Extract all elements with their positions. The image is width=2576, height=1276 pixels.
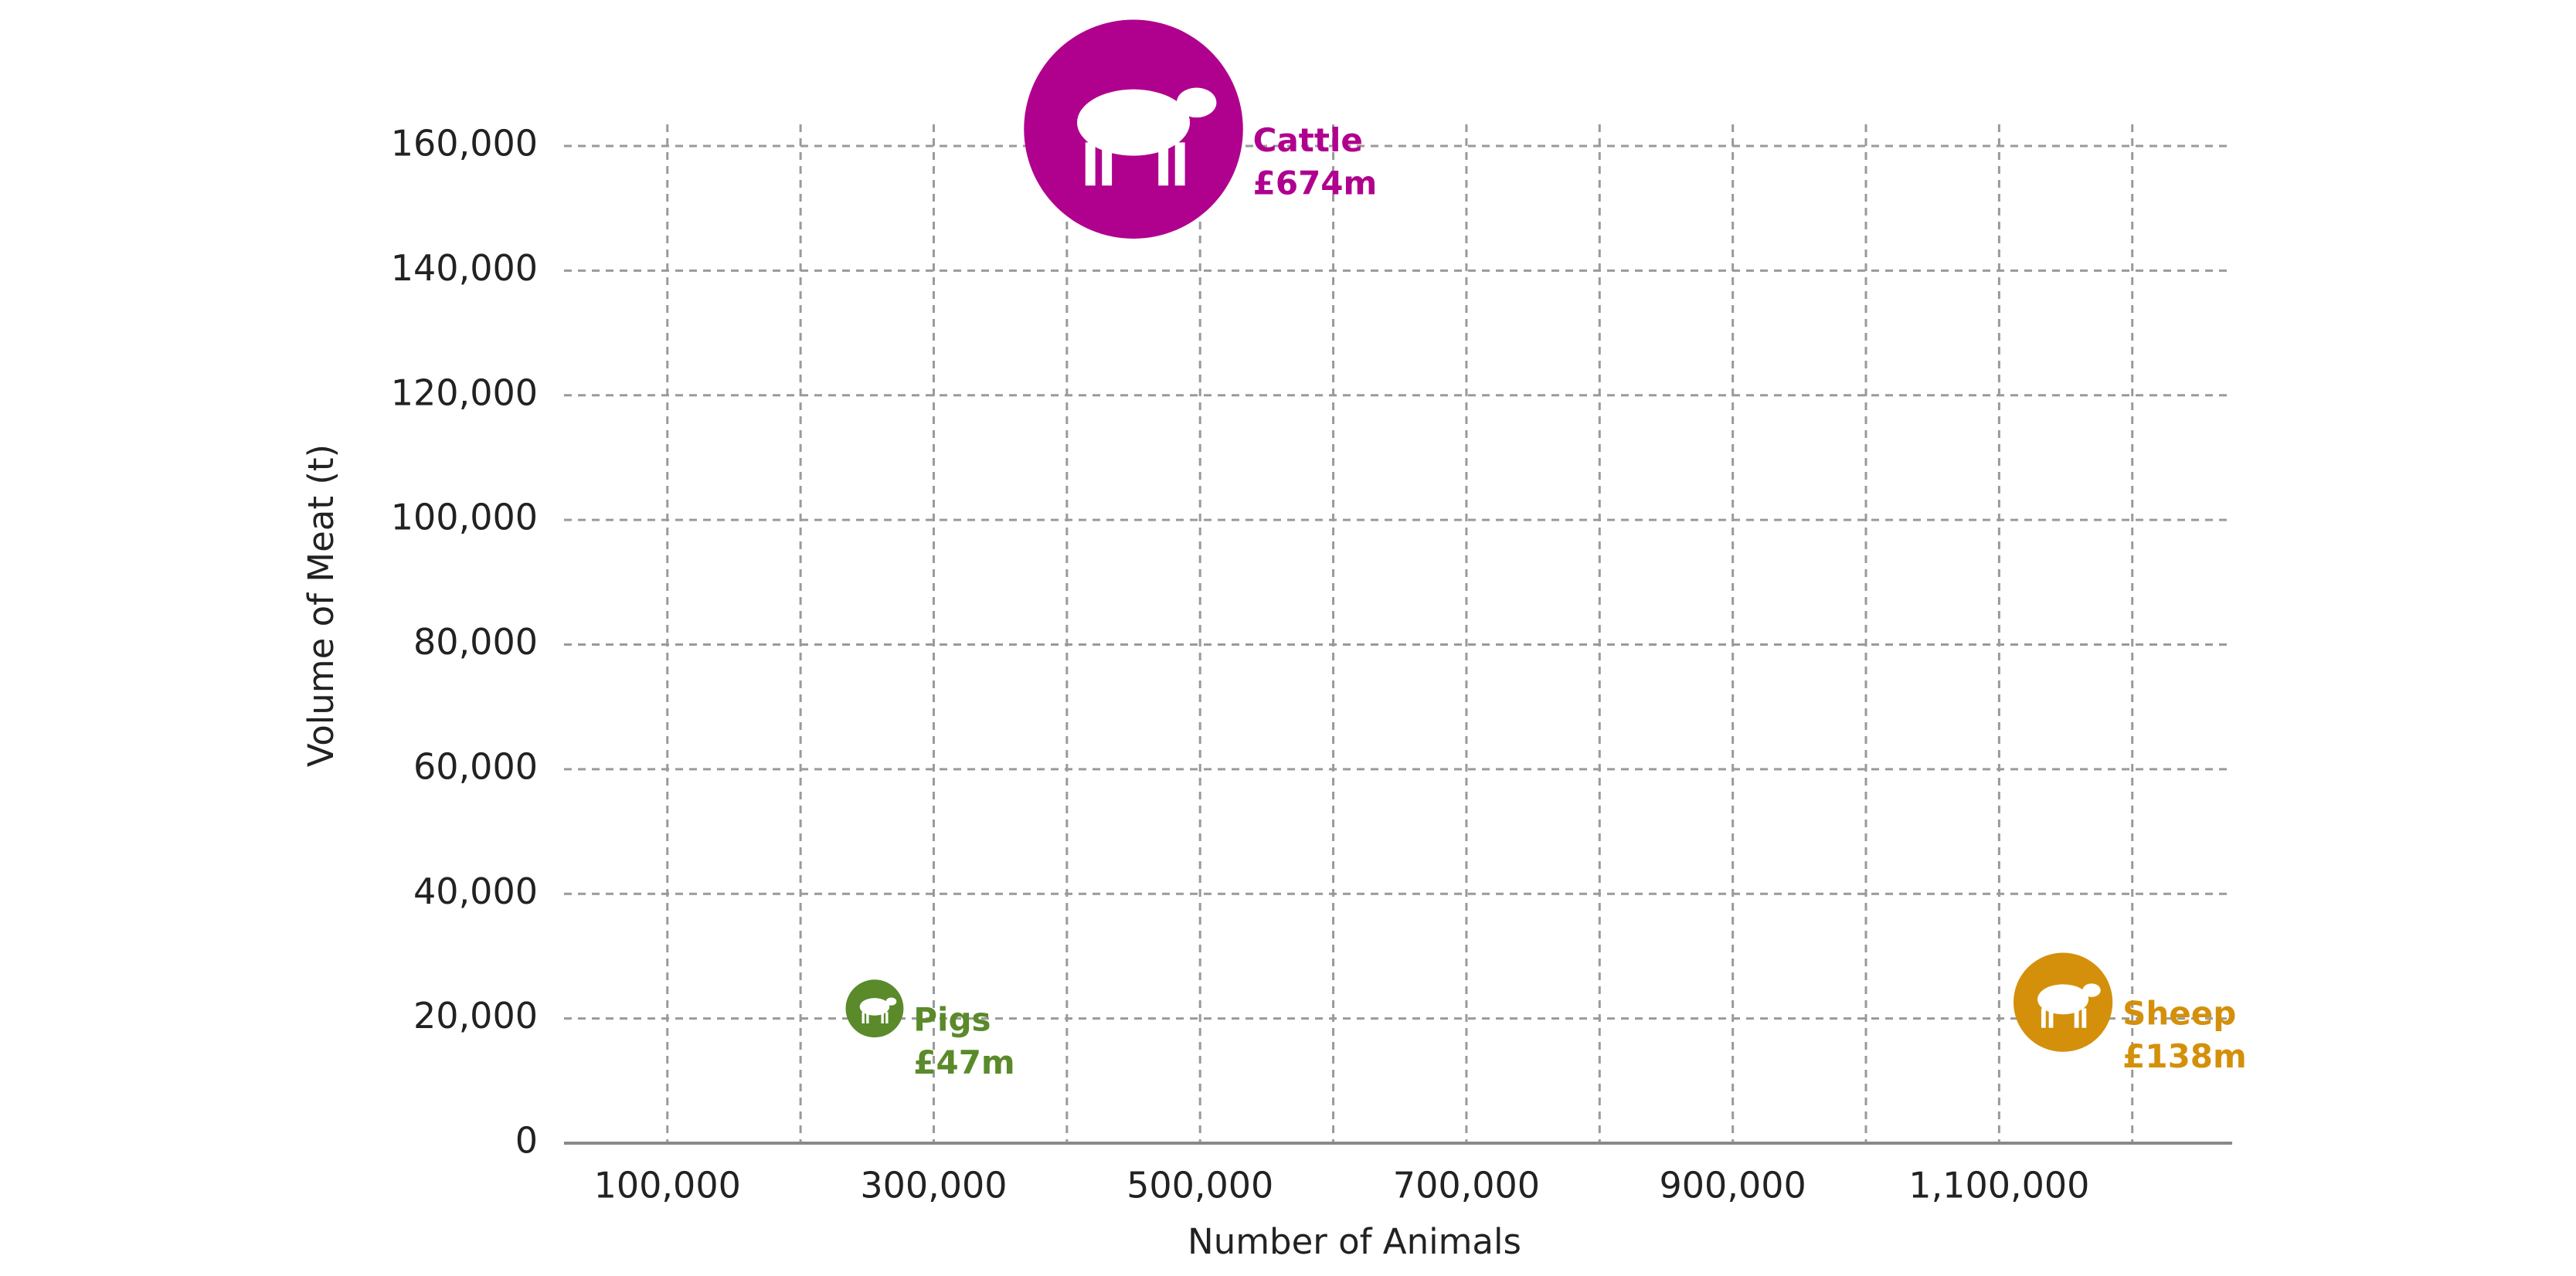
x-tick-label: 900,000 [1660, 1165, 1806, 1206]
y-tick-label: 80,000 [413, 621, 538, 663]
animal-icon [881, 1012, 884, 1023]
animal-icon [885, 1012, 889, 1023]
x-tick-label: 100,000 [594, 1165, 741, 1206]
y-tick-label: 40,000 [413, 870, 538, 912]
x-tick-label: 300,000 [860, 1165, 1007, 1206]
animal-icon [2074, 1008, 2079, 1028]
animal-icon [859, 998, 890, 1016]
y-tick-label: 0 [515, 1120, 538, 1162]
animal-icon [861, 1012, 865, 1023]
data-label: £674m [1253, 165, 1378, 202]
animal-icon [1176, 87, 1217, 118]
animal-icon [1102, 142, 1113, 186]
y-tick-label: 100,000 [391, 497, 538, 538]
y-axis-title: Volume of Meat (t) [301, 444, 342, 767]
data-label: £47m [913, 1044, 1014, 1081]
y-tick-label: 20,000 [413, 995, 538, 1037]
x-tick-label: 700,000 [1393, 1165, 1540, 1206]
animal-icon [2082, 1008, 2087, 1028]
animal-icon [866, 1012, 869, 1023]
series-label: Pigs [913, 1000, 991, 1038]
y-tick-label: 120,000 [391, 372, 538, 413]
series-label: Cattle [1253, 121, 1363, 159]
x-axis-title: Number of Animals [1188, 1221, 1521, 1262]
animal-icon [1158, 142, 1169, 186]
x-tick-label: 1,100,000 [1908, 1165, 2089, 1206]
animal-icon [1085, 142, 1096, 186]
data-label: £138m [2122, 1037, 2247, 1075]
y-tick-label: 140,000 [391, 247, 538, 289]
animal-icon [885, 997, 897, 1006]
x-tick-label: 500,000 [1127, 1165, 1273, 1206]
animal-icon [2048, 1008, 2054, 1028]
y-tick-label: 160,000 [391, 123, 538, 165]
animal-icon [1076, 89, 1191, 156]
animal-icon [2041, 1008, 2046, 1028]
animal-icon [1174, 142, 1185, 186]
series-label: Sheep [2122, 994, 2236, 1032]
y-tick-label: 60,000 [413, 745, 538, 787]
animal-icon [2082, 983, 2101, 997]
animal-icon [2037, 984, 2089, 1015]
